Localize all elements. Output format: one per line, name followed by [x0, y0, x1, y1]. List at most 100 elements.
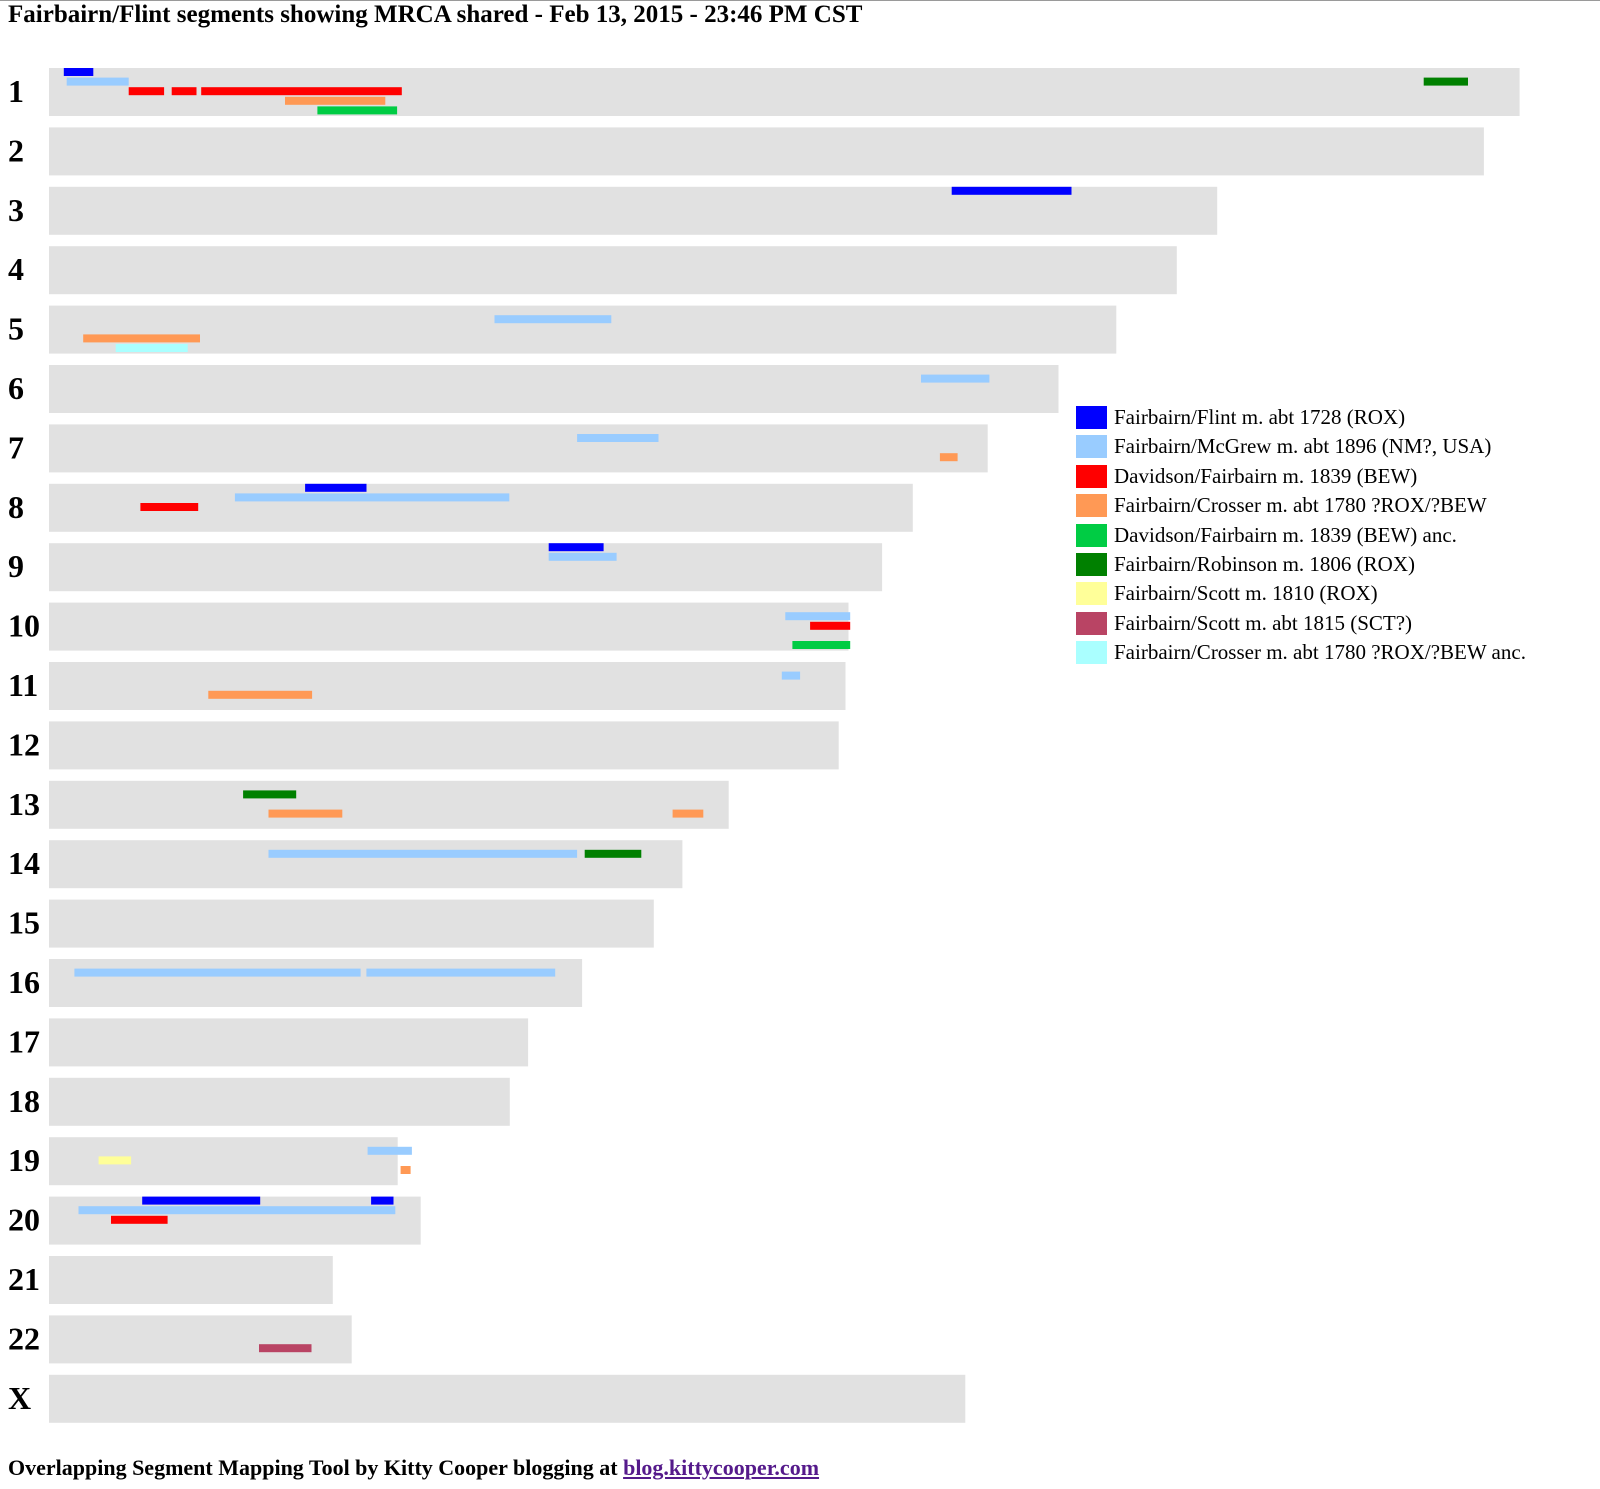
legend-swatch	[1076, 406, 1107, 429]
legend-swatch	[1076, 582, 1107, 606]
legend-swatch	[1076, 435, 1107, 459]
legend-item: Davidson/Fairbairn m. 1839 (BEW) anc.	[1076, 520, 1596, 549]
chromosome-bar-13	[49, 780, 729, 829]
segment-chr13-25	[243, 790, 297, 799]
segment-chr7-13	[577, 434, 659, 442]
segment-chr5-9	[494, 315, 612, 324]
footer: Overlapping Segment Mapping Tool by Kitt…	[8, 1453, 819, 1483]
chromosome-label-12: 12	[8, 726, 40, 762]
legend-label: Fairbairn/Flint m. abt 1728 (ROX)	[1114, 405, 1406, 429]
legend-label: Fairbairn/Robinson m. 1806 (ROX)	[1114, 551, 1415, 576]
chromosome-bar-4	[49, 246, 1177, 295]
chromosome-label-17: 17	[8, 1023, 40, 1059]
chromosome-bar-10	[49, 602, 849, 651]
segment-chr10-21	[810, 621, 851, 630]
chromosome-label-14: 14	[8, 845, 40, 881]
legend-swatch	[1076, 523, 1107, 547]
legend-item: Fairbairn/Crosser m. abt 1780 ?ROX/?BEW …	[1076, 637, 1596, 666]
segment-chr20-35	[142, 1196, 261, 1205]
legend-item: Fairbairn/Flint m. abt 1728 (ROX)	[1076, 402, 1596, 431]
legend-label: Fairbairn/Scott m. 1810 (ROX)	[1114, 581, 1378, 606]
legend-label: Davidson/Fairbairn m. 1839 (BEW)	[1114, 463, 1418, 488]
segment-chr20-38	[111, 1215, 168, 1224]
chromosome-bar-17	[49, 1018, 529, 1067]
chromosome-label-7: 7	[8, 429, 24, 465]
footer-link[interactable]: blog.kittycooper.com	[623, 1455, 820, 1480]
chromosome-label-15: 15	[8, 905, 40, 941]
legend-item: Fairbairn/Crosser m. abt 1780 ?ROX/?BEW	[1076, 490, 1596, 519]
segment-chr10-20	[785, 612, 851, 621]
legend-item: Fairbairn/Scott m. abt 1815 (SCT?)	[1076, 608, 1596, 637]
segment-chr8-17	[140, 503, 199, 511]
segment-chr10-22	[792, 641, 851, 649]
chromosome-label-19: 19	[8, 1142, 40, 1178]
segment-chr9-19	[548, 552, 617, 561]
segment-chr1-6	[317, 106, 398, 115]
legend-label: Davidson/Fairbairn m. 1839 (BEW) anc.	[1114, 522, 1457, 547]
segment-chr1-5	[285, 96, 386, 105]
chromosome-label-10: 10	[8, 608, 40, 644]
segment-chr1-4	[201, 87, 402, 96]
segment-chr7-14	[939, 453, 958, 462]
legend: Fairbairn/Flint m. abt 1728 (ROX) Fairbai…	[1076, 402, 1596, 667]
chromosome-bar-12	[49, 721, 839, 770]
top-rule	[0, 0, 1600, 1]
segment-chr6-12	[921, 374, 990, 383]
segment-chr3-8	[951, 186, 1072, 195]
segment-chr19-32	[367, 1146, 412, 1155]
chromosome-bar-X	[49, 1374, 966, 1423]
chromosome-bar-5	[49, 305, 1117, 354]
segment-chr5-10	[83, 334, 200, 343]
segment-chr11-23	[781, 671, 801, 680]
segment-chr1-2	[128, 87, 165, 96]
segment-chr11-24	[208, 690, 313, 699]
chromosome-bar-14	[49, 840, 683, 889]
segment-chr20-37	[78, 1206, 396, 1215]
chromosome-bar-18	[49, 1077, 510, 1126]
segment-chr13-27	[672, 809, 704, 818]
legend-label: Fairbairn/Scott m. abt 1815 (SCT?)	[1114, 610, 1413, 635]
chromosome-bar-9	[49, 543, 883, 592]
segment-chr16-31	[366, 968, 556, 977]
legend-swatch	[1076, 641, 1107, 665]
chromosome-bar-2	[49, 127, 1484, 176]
chromosome-label-18: 18	[8, 1083, 40, 1119]
chromosome-label-3: 3	[8, 192, 24, 228]
chromosome-bar-21	[49, 1256, 333, 1304]
legend-label: Fairbairn/McGrew m. abt 1896 (NM?, USA)	[1114, 434, 1492, 459]
legend-item: Fairbairn/Scott m. 1810 (ROX)	[1076, 578, 1596, 607]
segment-chr14-28	[268, 849, 578, 858]
chromosome-bar-16	[49, 959, 583, 1007]
chromosome-label-6: 6	[8, 370, 24, 406]
legend-label: Fairbairn/Crosser m. abt 1780 ?ROX/?BEW	[1114, 493, 1487, 518]
segment-chr19-34	[400, 1166, 411, 1174]
chromosome-label-11: 11	[8, 667, 38, 703]
legend-item: Fairbairn/McGrew m. abt 1896 (NM?, USA)	[1076, 431, 1596, 460]
segment-chr13-26	[268, 809, 343, 818]
legend-swatch	[1076, 464, 1107, 488]
page-title: Fairbairn/Flint segments showing MRCA sh…	[8, 1, 863, 28]
legend-swatch	[1076, 552, 1107, 576]
chromosome-label-9: 9	[8, 548, 24, 584]
chromosome-label-20: 20	[8, 1202, 40, 1238]
chromosome-bar-6	[49, 365, 1059, 413]
segment-chr8-16	[234, 493, 510, 502]
chromosome-bar-11	[49, 662, 846, 710]
chromosome-bar-15	[49, 899, 654, 948]
legend-item: Davidson/Fairbairn m. 1839 (BEW)	[1076, 461, 1596, 490]
segment-chr1-3	[171, 87, 197, 96]
chromosome-label-8: 8	[8, 489, 24, 525]
chromosome-label-X: X	[8, 1380, 31, 1416]
chromosome-bar-7	[49, 424, 988, 473]
segment-chr14-29	[584, 849, 642, 858]
segment-chr20-36	[371, 1196, 394, 1205]
segment-chr1-1	[66, 77, 129, 86]
chromosome-label-5: 5	[8, 311, 24, 347]
segment-chr9-18	[548, 543, 604, 552]
chromosome-label-4: 4	[8, 251, 24, 287]
legend-label: Fairbairn/Crosser m. abt 1780 ?ROX/?BEW …	[1114, 640, 1526, 665]
chromosome-label-22: 22	[8, 1320, 40, 1356]
legend-swatch	[1076, 611, 1107, 635]
segment-chr5-11	[115, 344, 188, 352]
chromosome-bar-22	[49, 1315, 352, 1364]
